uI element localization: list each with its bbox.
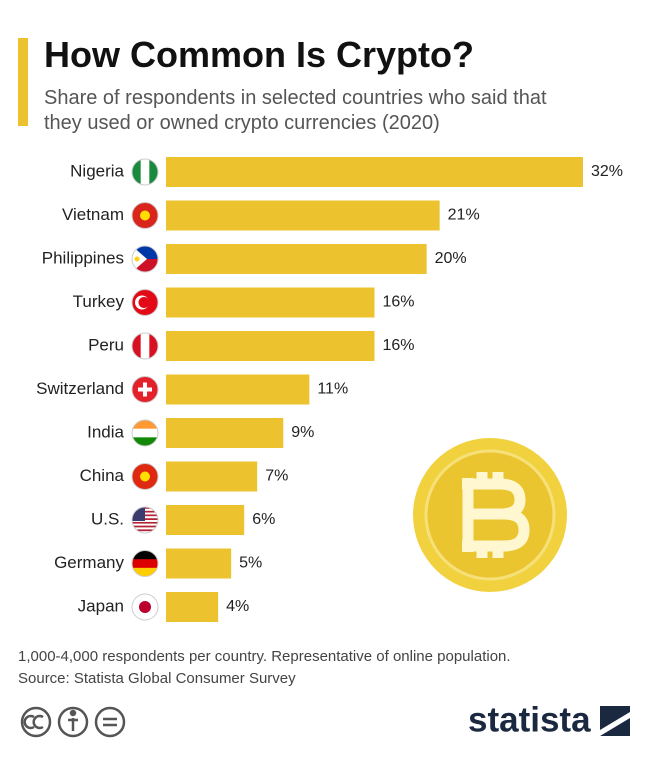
flag-part (132, 527, 158, 530)
bar (166, 548, 232, 579)
brand-logo: statista (468, 700, 591, 739)
value-label: 16% (383, 294, 415, 311)
bar (166, 244, 427, 274)
flag (132, 594, 158, 620)
flag-border (131, 550, 159, 577)
note: 1,000-4,000 respondents per country. Rep… (18, 648, 511, 665)
chart-title: How Common Is Crypto? (44, 34, 474, 75)
flag-border (131, 419, 159, 447)
value-label: 9% (291, 424, 314, 441)
flag-border (131, 463, 159, 490)
flag (132, 333, 158, 359)
flag-border (131, 289, 159, 316)
flag-part (132, 567, 158, 577)
category-label: Nigeria (70, 161, 124, 180)
value-label: 11% (317, 381, 348, 398)
flag-part (132, 521, 158, 524)
bar (166, 287, 375, 318)
bar (166, 157, 583, 187)
category-label: U.S. (91, 509, 124, 528)
flag-border (131, 202, 159, 229)
source: Source: Statista Global Consumer Survey (18, 670, 296, 687)
license-icons (20, 706, 126, 738)
category-label: India (87, 422, 124, 441)
flag-part (132, 523, 158, 526)
flag-part (149, 333, 158, 359)
category-label: China (80, 466, 125, 485)
flag (132, 420, 158, 446)
flag-part (140, 471, 150, 482)
flag (132, 463, 158, 490)
flag (132, 159, 158, 185)
flag-part (149, 159, 158, 185)
category-label: Germany (54, 553, 124, 572)
bar (166, 200, 440, 231)
flag-border (131, 245, 159, 273)
flag-part (140, 210, 150, 221)
bar (166, 592, 219, 622)
value-label: 20% (435, 250, 467, 267)
value-label: 6% (252, 511, 275, 528)
category-label: Japan (78, 596, 124, 615)
flag-part (132, 437, 158, 446)
flag-border (131, 332, 159, 360)
category-label: Switzerland (36, 379, 124, 398)
flag (132, 202, 158, 229)
chart-subtitle: Share of respondents in selected countri… (44, 87, 547, 134)
flag-part (138, 382, 152, 397)
brand-icon (600, 706, 630, 736)
flag-part (132, 428, 158, 438)
flag (132, 550, 158, 577)
category-label: Vietnam (62, 205, 124, 224)
bar (166, 418, 284, 448)
flag-border (131, 593, 159, 621)
flag-part (140, 159, 150, 185)
value-label: 5% (239, 555, 262, 572)
value-label: 7% (265, 468, 288, 485)
flag-part (132, 559, 158, 569)
flag-part (132, 420, 158, 430)
flag-part (132, 159, 142, 185)
value-label: 4% (226, 598, 249, 615)
bar (166, 374, 310, 405)
flag (132, 246, 158, 272)
value-label: 32% (591, 163, 623, 180)
flag-border (131, 158, 159, 186)
value-label: 16% (383, 337, 415, 354)
flag-part (139, 601, 151, 613)
category-label: Turkey (73, 292, 125, 311)
bitcoin-coin (413, 438, 567, 592)
flag-part (132, 529, 158, 532)
category-label: Philippines (42, 248, 124, 267)
flag (132, 376, 158, 403)
flag (132, 289, 158, 316)
bar (166, 331, 375, 361)
flag-part (140, 333, 150, 359)
category-label: Peru (88, 335, 124, 354)
bar (166, 505, 245, 535)
flag-border (131, 506, 159, 534)
accent-bar (18, 38, 28, 126)
flag-part (132, 333, 142, 359)
flag-part (134, 256, 140, 262)
flag-part (138, 297, 150, 308)
flag-part (132, 550, 158, 560)
bar (166, 461, 258, 492)
flag-border (131, 376, 159, 403)
flag-part (132, 525, 158, 528)
value-label: 21% (448, 207, 480, 224)
